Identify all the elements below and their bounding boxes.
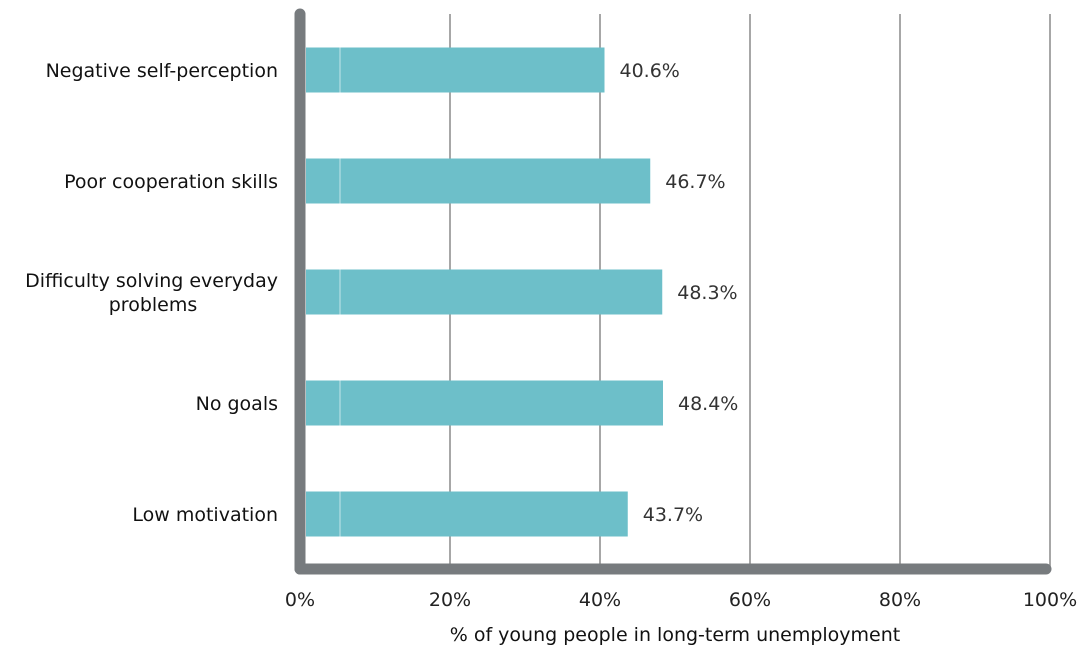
x-tick-label: 60%: [729, 589, 771, 611]
x-tick-label: 20%: [429, 589, 471, 611]
category-label: Difficulty solving everyday problems: [25, 270, 278, 316]
category-label: Negative self-perception: [46, 60, 278, 82]
data-label: 48.3%: [677, 282, 737, 304]
data-label: 48.4%: [678, 393, 738, 415]
x-axis-title: % of young people in long-term unemploym…: [450, 624, 901, 646]
x-tick-label: 80%: [879, 589, 921, 611]
x-tick-label: 0%: [285, 589, 315, 611]
data-label: 40.6%: [620, 60, 680, 82]
bar: [306, 491, 628, 537]
data-label: 43.7%: [643, 504, 703, 526]
bar: [306, 47, 605, 93]
bar: [306, 269, 663, 315]
category-label: Low motivation: [132, 504, 278, 526]
bars: [306, 47, 663, 537]
data-label: 46.7%: [665, 171, 725, 193]
x-tick-label: 100%: [1023, 589, 1077, 611]
x-tick-label: 40%: [579, 589, 621, 611]
gridlines: [449, 14, 1051, 569]
category-label: Poor cooperation skills: [64, 171, 278, 193]
axes: [294, 8, 1052, 575]
category-label: No goals: [196, 393, 278, 415]
labels: 0% 20% 40% 60% 80% 100% 40.6% Negative self-per…: [25, 60, 1077, 611]
bar: [306, 380, 663, 426]
bar: [306, 158, 651, 204]
